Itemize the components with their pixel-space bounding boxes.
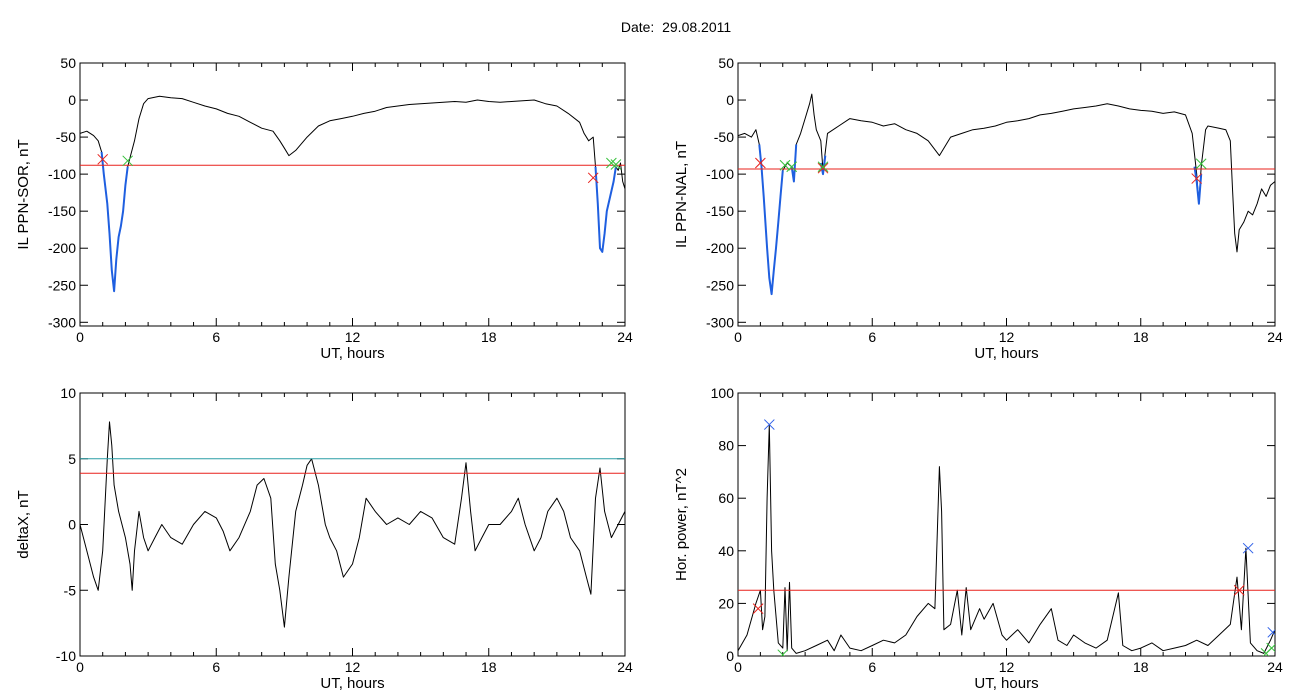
marker-red bbox=[97, 153, 109, 165]
y-tick-label: -300 bbox=[706, 314, 734, 330]
y-axis-label: IL PPN-SOR, nT bbox=[15, 139, 32, 249]
x-tick-label: 12 bbox=[345, 659, 361, 675]
y-axis-label: deltaX, nT bbox=[15, 490, 32, 558]
y-tick-label: -250 bbox=[48, 277, 76, 293]
x-tick-label: 18 bbox=[481, 329, 497, 345]
marker-red bbox=[587, 172, 599, 184]
y-tick-label: 5 bbox=[68, 451, 76, 467]
marker-green bbox=[122, 155, 134, 167]
x-tick-label: 0 bbox=[734, 659, 742, 675]
series-event-line bbox=[790, 144, 798, 183]
x-tick-label: 12 bbox=[345, 329, 361, 345]
x-tick-label: 18 bbox=[1133, 329, 1149, 345]
x-tick-label: 24 bbox=[1267, 659, 1283, 675]
y-tick-label: 0 bbox=[68, 92, 76, 108]
y-tick-label: -200 bbox=[48, 240, 76, 256]
date-value: 29.08.2011 bbox=[662, 19, 732, 35]
y-tick-label: -150 bbox=[706, 203, 734, 219]
y-tick-label: -100 bbox=[706, 166, 734, 182]
y-tick-label: 60 bbox=[718, 490, 734, 506]
x-tick-label: 18 bbox=[481, 659, 497, 675]
chart-panel-deltax: 0 6 12 18 24 10 5 0 -5 -10 UT, hours deltaX, nT bbox=[15, 385, 633, 692]
chart-panel-sor: 0 6 12 18 24 50 0 -50 -100 -150 -200 -250 -300 UT, ho… bbox=[15, 55, 633, 362]
y-tick-label: 20 bbox=[718, 595, 734, 611]
y-tick-label: -150 bbox=[48, 203, 76, 219]
x-tick-label: 12 bbox=[999, 329, 1015, 345]
marker-blue bbox=[763, 419, 775, 430]
marker-red bbox=[1191, 173, 1203, 184]
x-tick-label: 24 bbox=[617, 329, 633, 345]
series-event-line bbox=[100, 151, 129, 293]
marker-green bbox=[1195, 158, 1207, 170]
date-label: Date: bbox=[620, 19, 655, 35]
marker-green bbox=[610, 159, 622, 170]
marker-green bbox=[777, 649, 789, 656]
marker-blue bbox=[1242, 542, 1254, 554]
x-axis-label: UT, hours bbox=[974, 675, 1038, 692]
chart-panel-nal: 0 6 12 18 24 50 0 -50 -100 -150 -200 -250 -300 UT, ho… bbox=[673, 55, 1283, 362]
y-tick-label: -200 bbox=[706, 240, 734, 256]
y-tick-label: -250 bbox=[706, 277, 734, 293]
y-tick-label: -10 bbox=[56, 648, 76, 664]
y-tick-label: 0 bbox=[726, 92, 734, 108]
marker-red bbox=[752, 603, 764, 615]
x-tick-label: 0 bbox=[76, 329, 84, 345]
series-line bbox=[738, 424, 1275, 654]
marker-green bbox=[786, 161, 798, 173]
x-tick-label: 6 bbox=[212, 659, 220, 675]
marker-green bbox=[1266, 642, 1275, 654]
x-tick-label: 6 bbox=[212, 329, 220, 345]
y-tick-label: 0 bbox=[726, 648, 734, 664]
x-tick-label: 18 bbox=[1133, 659, 1149, 675]
y-tick-label: -100 bbox=[48, 166, 76, 182]
marker-red bbox=[1233, 584, 1245, 596]
plot-area bbox=[80, 95, 625, 293]
series-line bbox=[80, 421, 625, 628]
x-axis-label: UT, hours bbox=[974, 345, 1038, 362]
page-title: Date: 29.08.2011 bbox=[0, 19, 1300, 35]
y-tick-label: 0 bbox=[68, 517, 76, 533]
x-tick-label: 24 bbox=[1267, 329, 1283, 345]
plot-area bbox=[738, 419, 1275, 656]
y-tick-label: 50 bbox=[60, 55, 76, 71]
series-event-line bbox=[594, 166, 617, 253]
y-tick-label: -300 bbox=[48, 314, 76, 330]
y-tick-label: -5 bbox=[64, 582, 77, 598]
y-axis-label: IL PPN-NAL, nT bbox=[673, 141, 690, 248]
marker-green bbox=[779, 159, 791, 171]
x-tick-label: 6 bbox=[868, 329, 876, 345]
y-tick-label: 80 bbox=[718, 438, 734, 454]
plot-area bbox=[80, 421, 625, 628]
x-tick-label: 12 bbox=[999, 659, 1015, 675]
x-axis-label: UT, hours bbox=[320, 675, 384, 692]
y-tick-label: -50 bbox=[56, 129, 76, 145]
y-tick-label: 10 bbox=[60, 385, 76, 401]
series-event-line bbox=[758, 144, 784, 296]
y-tick-label: 100 bbox=[711, 385, 735, 401]
series-event-line bbox=[1193, 166, 1203, 205]
y-axis-label: Hor. power, nT^2 bbox=[673, 468, 690, 581]
y-tick-label: 50 bbox=[718, 55, 734, 71]
x-tick-label: 0 bbox=[76, 659, 84, 675]
plot-area bbox=[738, 93, 1275, 296]
x-tick-label: 0 bbox=[734, 329, 742, 345]
x-axis-label: UT, hours bbox=[320, 345, 384, 362]
axes-frame bbox=[737, 392, 1276, 657]
marker-green bbox=[817, 161, 829, 173]
x-tick-label: 24 bbox=[617, 659, 633, 675]
marker-red bbox=[817, 162, 829, 174]
y-tick-label: 40 bbox=[718, 543, 734, 559]
x-tick-label: 6 bbox=[868, 659, 876, 675]
marker-red bbox=[755, 157, 766, 169]
marker-blue bbox=[1267, 626, 1275, 638]
y-tick-label: -50 bbox=[714, 129, 734, 145]
